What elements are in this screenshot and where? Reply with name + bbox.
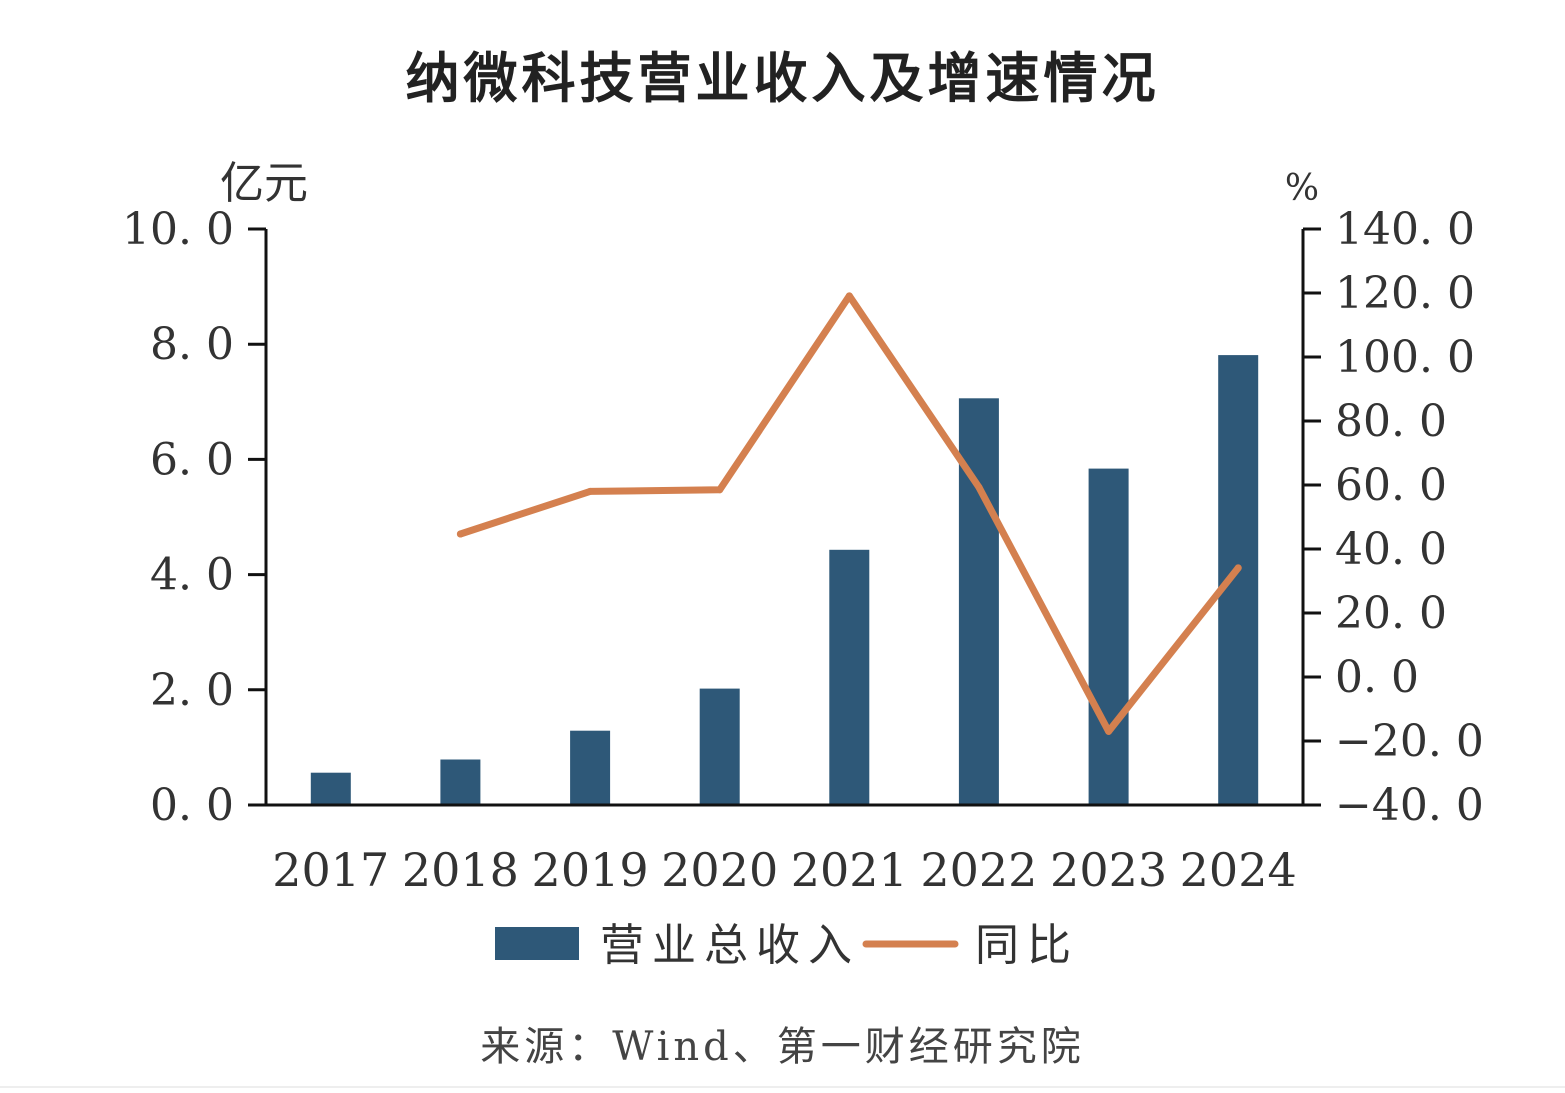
- left-axis-unit: 亿元: [220, 158, 308, 209]
- bars-layer: [310, 355, 1259, 805]
- x-tick-label: 2018: [402, 843, 519, 897]
- left-tick-label: 10. 0: [122, 204, 234, 255]
- bar-2017: [310, 772, 351, 805]
- legend-label-bar: 营业总收入: [600, 920, 860, 971]
- left-tick-label: 6. 0: [150, 434, 234, 485]
- growth-point-2024: [1234, 564, 1242, 572]
- x-tick-label: 2021: [791, 843, 908, 897]
- right-tick-label: −40. 0: [1335, 780, 1484, 831]
- x-tick-label: 2017: [272, 843, 389, 897]
- legend-label-line: 同比: [975, 920, 1079, 971]
- axes-layer: 0. 0 2. 0 4. 0 6. 0 8. 0 10. 0亿元 −40. 0 −20. 0 0…: [122, 158, 1484, 897]
- left-tick-label: 8. 0: [150, 319, 234, 370]
- growth-point-2022: [975, 483, 983, 491]
- x-tick-label: 2023: [1050, 843, 1167, 897]
- bar-2020: [699, 688, 740, 805]
- bar-2023: [1088, 468, 1129, 805]
- bar-2021: [829, 549, 870, 805]
- chart-title: 纳微科技营业收入及增速情况: [405, 47, 1160, 110]
- right-tick-label: 0. 0: [1335, 652, 1419, 703]
- right-tick-label: 40. 0: [1335, 524, 1447, 575]
- bar-2022: [958, 398, 999, 805]
- right-tick-label: 100. 0: [1335, 332, 1475, 383]
- line-layer: [456, 292, 1242, 735]
- left-tick-label: 2. 0: [150, 665, 234, 716]
- chart-svg: 0. 0 2. 0 4. 0 6. 0 8. 0 10. 0亿元 −40. 0 −20. 0 0…: [122, 158, 1484, 971]
- right-tick-label: 20. 0: [1335, 588, 1447, 639]
- growth-point-2023: [1105, 727, 1113, 735]
- right-tick-label: −20. 0: [1335, 716, 1484, 767]
- legend-layer: 营业总收入 同比: [495, 920, 1079, 971]
- bar-2019: [570, 730, 611, 805]
- growth-point-2020: [716, 486, 724, 494]
- x-tick-label: 2022: [920, 843, 1037, 897]
- right-tick-label: 60. 0: [1335, 460, 1447, 511]
- x-tick-label: 2024: [1180, 843, 1297, 897]
- left-tick-label: 4. 0: [150, 550, 234, 601]
- bar-2018: [440, 759, 481, 805]
- source-note: 来源：Wind、第一财经研究院: [480, 1024, 1085, 1070]
- right-tick-label: 80. 0: [1335, 396, 1447, 447]
- right-tick-label: 140. 0: [1335, 204, 1475, 255]
- growth-point-2021: [845, 292, 853, 300]
- left-tick-label: 0. 0: [150, 780, 234, 831]
- growth-point-2018: [456, 530, 464, 538]
- legend-swatch-bar: [495, 927, 579, 960]
- right-axis-unit: %: [1285, 168, 1319, 209]
- right-tick-label: 120. 0: [1335, 268, 1475, 319]
- x-tick-label: 2020: [661, 843, 778, 897]
- growth-point-2019: [586, 487, 594, 495]
- x-tick-label: 2019: [532, 843, 649, 897]
- bottom-divider: [0, 1086, 1565, 1088]
